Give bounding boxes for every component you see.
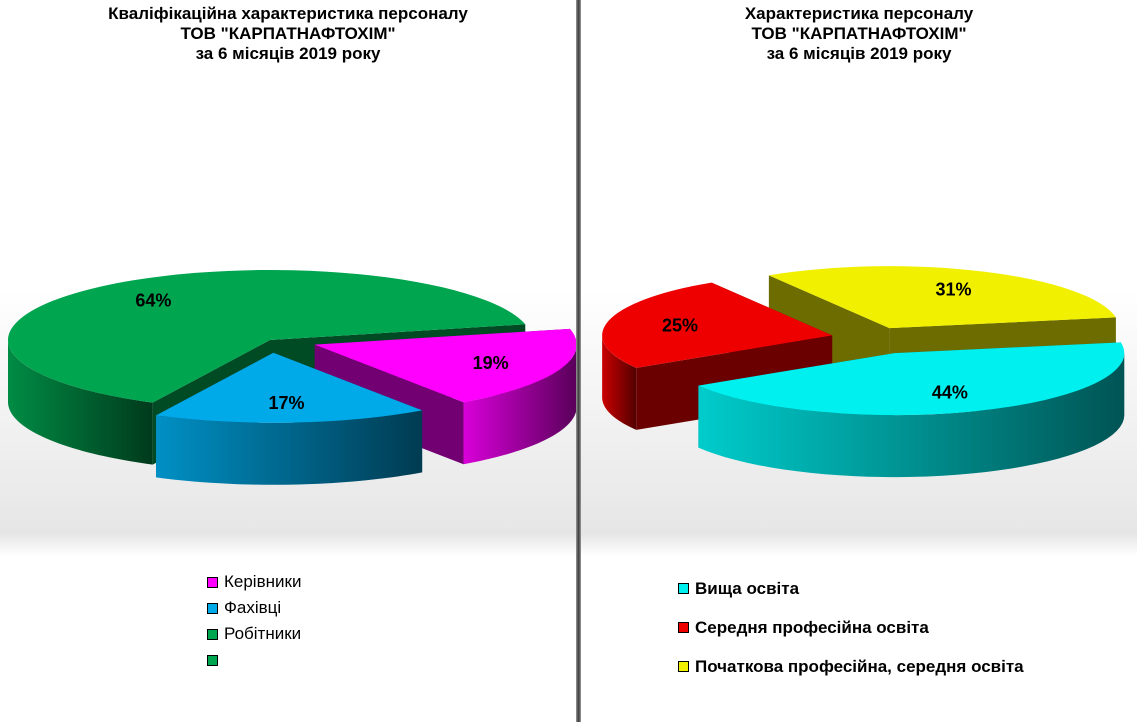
legend-item bbox=[207, 647, 301, 673]
data-label: 19% bbox=[473, 353, 509, 373]
chart-panel-left: Кваліфікаційна характеристика персоналу … bbox=[0, 0, 576, 722]
pie-slice-top bbox=[156, 352, 423, 423]
pie-slice bbox=[314, 328, 576, 465]
chart-title-line: за 6 місяців 2019 року bbox=[195, 44, 381, 63]
legend-swatch bbox=[207, 628, 218, 640]
pie-slice bbox=[698, 342, 1125, 478]
chart-title-line: Характеристика персоналу bbox=[744, 4, 974, 23]
legend-swatch bbox=[678, 583, 689, 594]
data-label: 44% bbox=[932, 383, 968, 403]
legend-item: Початкова професійна, середня освіта bbox=[678, 647, 1024, 686]
chart-title: Характеристика персоналу ТОВ "КАРПАТНАФТ… bbox=[581, 4, 1137, 64]
chart-title-line: ТОВ "КАРПАТНАФТОХІМ" bbox=[751, 24, 967, 43]
pie-chart-qualification: 19% 17% 64% bbox=[8, 270, 576, 485]
legend: Вища освіта Середня професійна освіта По… bbox=[678, 569, 1024, 686]
pie-slice bbox=[156, 352, 423, 485]
legend-swatch bbox=[678, 661, 689, 672]
legend-swatch bbox=[207, 576, 218, 588]
pie-slice-side bbox=[156, 410, 423, 485]
legend: Керівники Фахівці Робітники bbox=[207, 569, 301, 673]
legend-label: Середня професійна освіта bbox=[695, 617, 929, 637]
pie-slice-side bbox=[463, 349, 576, 465]
data-label: 31% bbox=[935, 280, 971, 300]
chart-panel-right: Характеристика персоналу ТОВ "КАРПАТНАФТ… bbox=[581, 0, 1137, 722]
pie-slice-top bbox=[698, 342, 1125, 416]
legend-label: Робітники bbox=[224, 624, 302, 643]
pie-slice-top bbox=[768, 266, 1116, 329]
chart-title-line: за 6 місяців 2019 року bbox=[766, 44, 952, 63]
pie-slice-side bbox=[602, 335, 637, 430]
legend-item: Вища освіта bbox=[678, 569, 1024, 608]
pie-slice-top bbox=[8, 270, 526, 403]
chart-title-line: ТОВ "КАРПАТНАФТОХІМ" bbox=[180, 24, 396, 43]
chart-title-line: Кваліфікаційна характеристика персоналу bbox=[108, 4, 468, 23]
data-label: 25% bbox=[662, 316, 698, 336]
pie-chart-education: 44% 25% 31% bbox=[602, 266, 1125, 478]
legend-swatch bbox=[207, 602, 218, 614]
legend-label: Фахівці bbox=[224, 598, 282, 617]
pie-slice-side bbox=[8, 340, 153, 465]
legend-swatch bbox=[207, 654, 218, 666]
pie-slice-top bbox=[602, 282, 833, 368]
legend-item: Робітники bbox=[207, 621, 301, 647]
legend-item: Фахівці bbox=[207, 595, 301, 621]
data-label: 64% bbox=[135, 290, 171, 310]
data-label: 17% bbox=[268, 393, 304, 413]
legend-label: Керівники bbox=[224, 572, 302, 591]
legend-swatch bbox=[678, 622, 689, 633]
panel-divider bbox=[576, 0, 581, 722]
pie-slice-top bbox=[314, 328, 576, 403]
chart-title: Кваліфікаційна характеристика персоналу … bbox=[0, 4, 576, 64]
legend-item: Середня професійна освіта bbox=[678, 608, 1024, 647]
legend-label: Вища освіта bbox=[695, 578, 800, 598]
legend-item: Керівники bbox=[207, 569, 301, 595]
legend-label: Початкова професійна, середня освіта bbox=[695, 656, 1024, 676]
pie-slice-side bbox=[698, 353, 1125, 478]
